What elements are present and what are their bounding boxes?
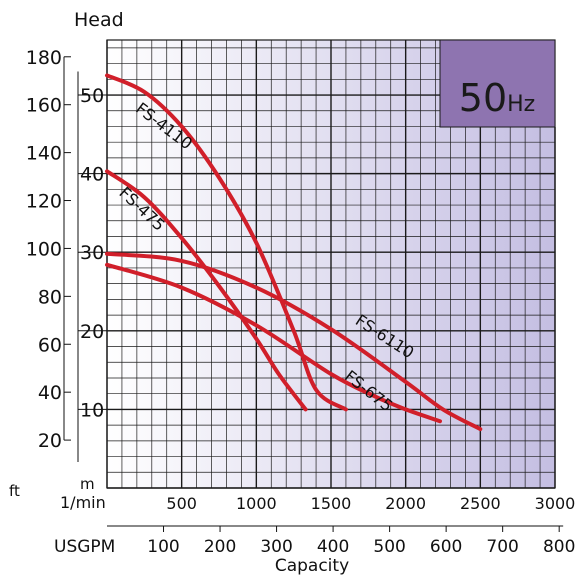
ft-axis: 20 40 60 80 100 120 140 160 180 bbox=[26, 47, 71, 452]
frequency-value: 50 bbox=[459, 76, 507, 120]
ft-axis-tick-label: 100 bbox=[26, 238, 62, 260]
m-axis-tick-label: 20 bbox=[80, 321, 104, 343]
curve-fs-675 bbox=[105, 262, 442, 424]
usgpm-axis-tick-label: 100 bbox=[147, 537, 179, 557]
ft-axis-tick-label: 80 bbox=[38, 286, 62, 308]
frequency-badge: 50Hz bbox=[439, 39, 556, 128]
x-axis-1-min-tick-label: 1500 bbox=[311, 494, 352, 513]
usgpm-axis-tick-label: 700 bbox=[486, 537, 518, 557]
frequency-unit: Hz bbox=[507, 92, 535, 117]
usgpm-axis-tick-label: 200 bbox=[204, 537, 236, 557]
ft-axis-tick-label: 160 bbox=[26, 95, 62, 117]
usgpm-axis-tick-label: 600 bbox=[430, 537, 462, 557]
usgpm-axis-tick-label: 300 bbox=[260, 537, 292, 557]
m-axis: 10 20 30 40 50 bbox=[77, 71, 107, 462]
frequency-badge-label: 50Hz bbox=[459, 76, 535, 120]
ft-axis-tick-label: 180 bbox=[26, 47, 62, 69]
pump-curves bbox=[105, 73, 483, 432]
y-axis-title: Head bbox=[74, 9, 124, 31]
ft-axis-tick-label: 140 bbox=[26, 143, 62, 165]
x-axis-usgpm: 100 200 300 400 500 600 700 800 bbox=[107, 525, 575, 557]
x-axis-1-min: 500 1000 1500 2000 2500 3000 bbox=[166, 494, 575, 513]
ft-axis-tick-label: 40 bbox=[38, 382, 62, 404]
ft-axis-tick-label: 20 bbox=[38, 430, 62, 452]
m-axis-tick-label: 30 bbox=[80, 242, 104, 264]
x-unit-1-min-label: 1/min bbox=[60, 493, 106, 512]
x-axis-1-min-tick-label: 1000 bbox=[236, 494, 277, 513]
m-unit-label: m bbox=[80, 475, 95, 493]
curve-fs-475 bbox=[105, 169, 308, 412]
m-axis-tick-label: 10 bbox=[80, 399, 104, 421]
usgpm-axis-tick-label: 800 bbox=[543, 537, 575, 557]
usgpm-axis-tick-label: 500 bbox=[373, 537, 405, 557]
ft-unit-label: ft bbox=[9, 482, 20, 500]
frequency-badge-box bbox=[439, 39, 556, 128]
curve-fs-6110 bbox=[105, 251, 483, 432]
x-axis-1-min-tick-label: 2500 bbox=[460, 494, 501, 513]
curve-fs-4110 bbox=[105, 73, 348, 412]
m-axis-tick-label: 40 bbox=[80, 164, 104, 186]
x-axis-1-min-tick-label: 3000 bbox=[535, 494, 575, 513]
ft-axis-tick-label: 120 bbox=[26, 191, 62, 213]
x-axis-1-min-tick-label: 2000 bbox=[385, 494, 426, 513]
ft-axis-tick-label: 60 bbox=[38, 334, 62, 356]
x-axis-1-min-tick-label: 500 bbox=[166, 494, 197, 513]
m-axis-tick-label: 50 bbox=[80, 85, 104, 107]
usgpm-axis-tick-label: 400 bbox=[317, 537, 349, 557]
x-unit-usgpm-label: USGPM bbox=[54, 537, 115, 557]
grid-lines bbox=[106, 39, 556, 489]
x-axis-title: Capacity bbox=[275, 556, 349, 576]
